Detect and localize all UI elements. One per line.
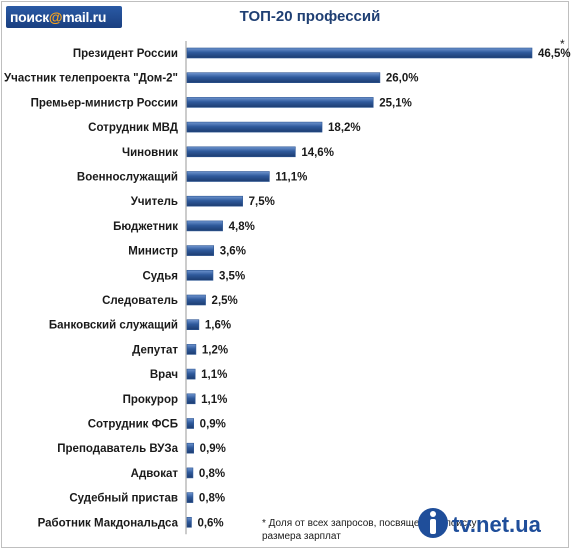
bar xyxy=(186,220,223,232)
category-label: Адвокат xyxy=(131,468,179,480)
bar xyxy=(186,393,196,405)
value-label: 3,5% xyxy=(219,270,245,282)
bar xyxy=(186,97,374,108)
bar xyxy=(186,171,270,182)
value-label: 0,9% xyxy=(200,443,226,455)
bar xyxy=(186,319,200,331)
tv-net-ua-watermark: tv.net.ua xyxy=(410,500,570,546)
bar xyxy=(186,146,296,158)
tv-net-logo-icon xyxy=(418,508,448,538)
bar xyxy=(186,195,243,207)
value-label: 4,8% xyxy=(229,221,255,233)
bar xyxy=(186,294,206,306)
bar xyxy=(186,442,194,454)
value-label: 0,8% xyxy=(199,468,225,480)
mail-ru-logo: поиск@mail.ru xyxy=(6,6,122,28)
value-label: 7,5% xyxy=(249,196,275,208)
value-label: 2,5% xyxy=(212,295,238,307)
category-label: Депутат xyxy=(132,344,178,356)
category-label: Премьер-министр России xyxy=(31,97,178,109)
logo-text-main: поиск xyxy=(10,9,49,25)
logo-at-sign: @ xyxy=(48,9,63,25)
footnote: * Доля от всех запросов, посвященных пои… xyxy=(262,518,477,542)
annotation-star: * xyxy=(560,37,565,51)
category-label: Судебный пристав xyxy=(69,493,178,505)
value-label: 1,1% xyxy=(201,394,227,406)
category-label: Следователь xyxy=(102,295,178,307)
value-label: 25,1% xyxy=(379,97,412,109)
category-label: Президент России xyxy=(73,48,178,60)
value-label: 0,8% xyxy=(199,493,225,505)
category-label: Врач xyxy=(150,369,178,381)
category-label: Чиновник xyxy=(122,147,178,159)
bar xyxy=(186,269,214,281)
value-label: 1,2% xyxy=(202,344,228,356)
value-label: 18,2% xyxy=(328,122,361,134)
bar xyxy=(186,72,381,83)
value-label: 0,6% xyxy=(197,517,223,529)
bar xyxy=(186,492,194,503)
bar xyxy=(186,467,194,479)
category-label: Работник Макдональдса xyxy=(38,517,179,529)
bar xyxy=(186,121,323,133)
bar xyxy=(186,418,194,429)
bar xyxy=(186,516,192,528)
category-label: Военнослужащий xyxy=(77,172,178,184)
category-label: Сотрудник МВД xyxy=(88,122,178,134)
value-label: 26,0% xyxy=(386,73,419,85)
bar xyxy=(186,245,215,256)
value-label: 46,5% xyxy=(538,48,571,60)
watermark-text: tv.net.ua xyxy=(452,512,541,537)
category-label: Сотрудник ФСБ xyxy=(88,419,178,431)
value-label: 14,6% xyxy=(301,147,334,159)
category-label: Прокурор xyxy=(123,394,178,406)
category-label: Участник телепроекта "Дом-2" xyxy=(4,73,178,85)
category-label: Бюджетник xyxy=(113,221,178,233)
value-label: 0,9% xyxy=(200,419,226,431)
bar xyxy=(186,344,197,355)
category-label: Учитель xyxy=(131,196,178,208)
value-label: 3,6% xyxy=(220,246,246,258)
bar xyxy=(186,47,533,59)
value-label: 11,1% xyxy=(275,172,307,184)
value-label: 1,1% xyxy=(201,369,227,381)
category-label: Банковский служащий xyxy=(49,320,178,332)
logo-text-end: mail.ru xyxy=(62,9,107,25)
category-label: Судья xyxy=(143,270,179,282)
category-label: Министр xyxy=(128,246,178,258)
chart-title: ТОП-20 профессий xyxy=(239,8,381,25)
bar xyxy=(186,368,196,380)
category-label: Преподаватель ВУЗа xyxy=(57,443,178,455)
value-label: 1,6% xyxy=(205,320,231,332)
